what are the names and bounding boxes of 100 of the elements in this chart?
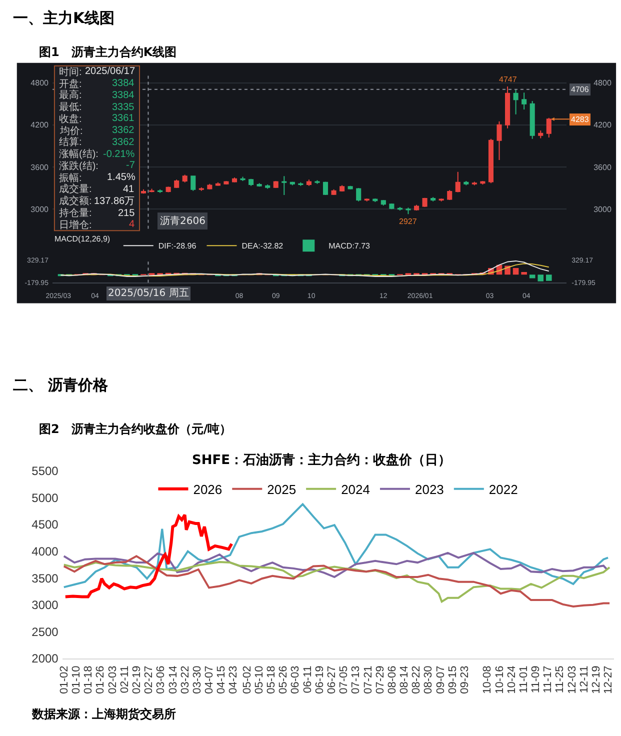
annotation: 137.86万 bbox=[94, 196, 135, 207]
y-tick-label: 3000 bbox=[30, 204, 50, 214]
annotation: 沥青2606 bbox=[160, 215, 206, 227]
x-tick-label: 07-13 bbox=[350, 666, 362, 694]
ref-line-label: 2025/05/16 周五 bbox=[108, 288, 189, 299]
y-tick-label: 4000 bbox=[32, 544, 59, 559]
x-tick-label: 06-03 bbox=[290, 666, 302, 694]
chart-title: 图2 沥青主力合约收盘价（元/吨） bbox=[39, 422, 232, 436]
x-tick-label: 10-16 bbox=[494, 666, 506, 694]
annotation: 最低: bbox=[59, 102, 82, 113]
x-tick-label: 01-18 bbox=[82, 666, 95, 694]
x-tick-label: 04-07 bbox=[204, 666, 216, 694]
x-tick-label: 11-17 bbox=[542, 666, 554, 694]
y2-tick-label: 3000 bbox=[594, 204, 612, 214]
legend-label: 2023 bbox=[414, 482, 444, 497]
x-tick-label: 03-22 bbox=[179, 666, 192, 694]
annotation: 涨幅(结): bbox=[59, 148, 98, 160]
legend-label: MACD:7.73 bbox=[328, 242, 371, 251]
x-tick-label: 06-27 bbox=[326, 666, 338, 694]
x-tick-label: 01-26 bbox=[94, 666, 107, 694]
annotation: 开盘: bbox=[59, 78, 82, 90]
x-tick-label: 02-27 bbox=[143, 666, 156, 694]
annotation: 时间: bbox=[59, 66, 82, 78]
y-tick-label: 3500 bbox=[32, 571, 59, 586]
annotation: 3361 bbox=[112, 113, 135, 124]
x-tick-label: 08-06 bbox=[386, 666, 398, 694]
annotation: 收盘: bbox=[59, 113, 82, 125]
text: 一、主力K线图 bbox=[13, 9, 115, 27]
annotation: -7 bbox=[126, 160, 136, 171]
x-tick-label: 09-07 bbox=[434, 666, 447, 694]
source-note: 数据来源：上海期货交易所 bbox=[31, 707, 176, 721]
y-tick-label: 3000 bbox=[32, 598, 59, 612]
x-tick-label: 03-30 bbox=[191, 666, 204, 694]
x-tick-label: 02-03 bbox=[106, 666, 119, 694]
annotation: 最高: bbox=[59, 89, 82, 101]
annotation: 3335 bbox=[112, 102, 135, 113]
annotation: 3384 bbox=[112, 78, 135, 89]
x-tick-label: 02-11 bbox=[118, 666, 131, 694]
x-tick-label: 05-26 bbox=[278, 666, 290, 694]
annotation: 1.45% bbox=[107, 172, 136, 183]
x-tick-label: 12-27 bbox=[602, 666, 615, 694]
legend-label: DIF:-28.96 bbox=[158, 242, 197, 251]
annotation: 3362 bbox=[112, 125, 135, 136]
y-tick-label: 4200 bbox=[30, 120, 50, 130]
annotation: 3384 bbox=[112, 90, 135, 101]
x-tick-label: 11-25 bbox=[554, 666, 566, 694]
x-tick-label: 03-06 bbox=[155, 666, 168, 694]
x-tick-label: 05-18 bbox=[266, 666, 278, 694]
legend-label: 2024 bbox=[341, 482, 370, 497]
y-tick-label: 3600 bbox=[30, 162, 50, 172]
x-tick-label: 12-11 bbox=[578, 666, 590, 694]
x-tick-label: 05-10 bbox=[253, 666, 266, 694]
chart-subtitle: SHFE：石油沥青：主力合约：收盘价（日） bbox=[192, 452, 452, 468]
x-tick-label: 09-23 bbox=[459, 666, 472, 694]
x-tick-label: 04-23 bbox=[228, 666, 240, 694]
y-tick-label: 4800 bbox=[30, 78, 50, 88]
x-tick-label: 10-24 bbox=[506, 666, 518, 694]
x-tick-label: 08-30 bbox=[422, 666, 435, 694]
annotation: 日增仓: bbox=[59, 219, 92, 231]
x-tick-label: 11-01 bbox=[518, 666, 530, 694]
x-tick-label: 07-21 bbox=[362, 666, 374, 694]
x-tick-label: 12-03 bbox=[566, 666, 578, 694]
annotation: 4 bbox=[129, 219, 135, 230]
x-tick-label: 06-19 bbox=[314, 666, 326, 694]
x-tick-label: 07-29 bbox=[374, 666, 386, 694]
chart-title: 图1 沥青主力合约K线图 bbox=[39, 45, 177, 59]
x-tick-label: 08-22 bbox=[410, 666, 423, 694]
annotation: 成交量: bbox=[59, 183, 92, 195]
annotation: 均价: bbox=[59, 125, 83, 137]
annotation: 4283 bbox=[571, 115, 590, 124]
legend-label: 2026 bbox=[193, 482, 222, 497]
x-tick-label: 02-19 bbox=[131, 666, 144, 694]
x-tick-label: 04-15 bbox=[216, 666, 228, 694]
annotation: -0.21% bbox=[103, 149, 135, 160]
y-tick-label: 5500 bbox=[32, 464, 59, 478]
y2-tick-label: 4200 bbox=[594, 120, 612, 130]
x-tick-label: 03-14 bbox=[167, 666, 180, 694]
legend-title: MACD(12,26,9) bbox=[54, 234, 110, 244]
x-tick-label: 06-11 bbox=[302, 666, 314, 694]
annotation: 持仓量: bbox=[59, 207, 92, 219]
annotation: 2025/06/17 bbox=[85, 66, 136, 77]
y2-tick-label: 4800 bbox=[594, 78, 612, 88]
x-tick-label: 01-02 bbox=[58, 666, 70, 694]
annotation: 2927 bbox=[399, 217, 418, 226]
x-tick-label: 11-09 bbox=[530, 666, 542, 694]
annotation: 215 bbox=[118, 208, 136, 219]
annotation: 4747 bbox=[499, 75, 518, 84]
legend-label: 2025 bbox=[267, 482, 296, 497]
y-tick-label: 4500 bbox=[32, 518, 59, 532]
x-tick-label: 10-08 bbox=[482, 666, 494, 694]
annotation: 振幅: bbox=[59, 172, 82, 184]
annotation: 3362 bbox=[112, 137, 135, 148]
x-tick-label: 12-19 bbox=[590, 666, 603, 694]
x-tick-label: 01-10 bbox=[70, 666, 83, 694]
annotation: 41 bbox=[123, 184, 135, 195]
x-tick-label: 09-15 bbox=[446, 666, 459, 694]
legend-label: DEA:-32.82 bbox=[242, 242, 284, 251]
y-tick-label: 2500 bbox=[32, 624, 59, 639]
annotation: 成交额: bbox=[59, 195, 92, 207]
y-tick-label: 2000 bbox=[32, 652, 59, 666]
